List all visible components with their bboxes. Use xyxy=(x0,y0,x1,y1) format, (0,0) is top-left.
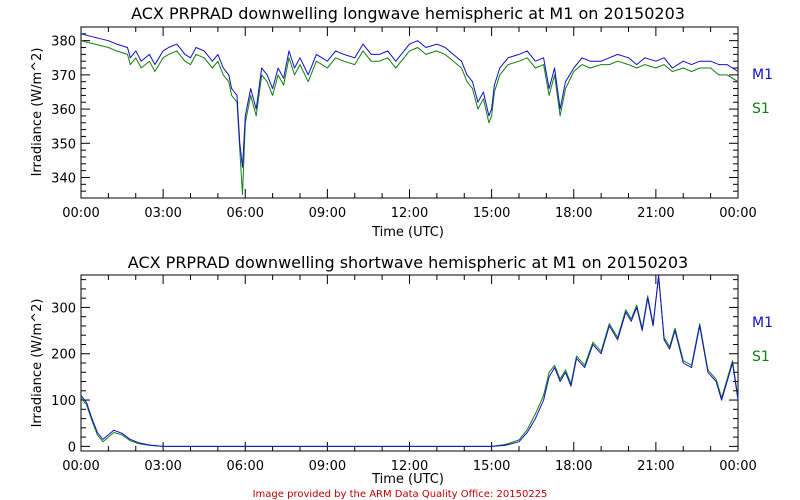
credit-text: Image provided by the ARM Data Quality O… xyxy=(253,489,548,500)
series-line-s1 xyxy=(80,276,739,447)
x-tick-label: 12:00 xyxy=(391,206,428,221)
chart-title: ACX PRPRAD downwelling shortwave hemisph… xyxy=(128,253,688,272)
legend-m1: M1 xyxy=(752,67,773,83)
x-tick-label: 09:00 xyxy=(309,206,346,221)
y-tick-label: 200 xyxy=(51,348,76,363)
x-tick-label: 15:00 xyxy=(473,459,510,474)
x-tick-label: 00:00 xyxy=(62,206,99,221)
x-tick-label: 12:00 xyxy=(391,459,428,474)
shortwave-chart: ACX PRPRAD downwelling shortwave hemisph… xyxy=(30,253,773,487)
chart-title: ACX PRPRAD downwelling longwave hemisphe… xyxy=(131,4,685,23)
y-tick-label: 360 xyxy=(51,103,76,118)
series-line-m1 xyxy=(80,274,739,447)
x-tick-label: 06:00 xyxy=(227,459,264,474)
x-tick-label: 00:00 xyxy=(719,459,756,474)
y-axis-label: Irradiance (W/m^2) xyxy=(30,299,45,428)
y-tick-label: 0 xyxy=(68,440,76,455)
x-tick-label: 18:00 xyxy=(555,206,592,221)
y-tick-label: 300 xyxy=(51,301,76,316)
plot-frame xyxy=(80,274,739,452)
y-tick-label: 380 xyxy=(51,35,76,50)
series-line-s1 xyxy=(80,40,739,196)
x-axis-label: Time (UTC) xyxy=(371,225,444,240)
y-tick-label: 100 xyxy=(51,394,76,409)
longwave-chart: ACX PRPRAD downwelling longwave hemisphe… xyxy=(30,4,773,240)
y-tick-label: 340 xyxy=(51,171,76,186)
x-tick-label: 00:00 xyxy=(62,459,99,474)
plot-frame xyxy=(80,26,739,199)
x-tick-label: 09:00 xyxy=(309,459,346,474)
x-tick-label: 18:00 xyxy=(555,459,592,474)
axis-ticks: 00:00 03:00 06:00 09:00 12:00 15:00 18:00 21:00… xyxy=(51,275,757,474)
axis-ticks: 00:00 03:00 06:00 09:00 12:00 15:00 18:00 21:00… xyxy=(51,26,757,221)
legend-s1: S1 xyxy=(752,101,770,117)
x-tick-label: 21:00 xyxy=(637,206,674,221)
x-axis-label: Time (UTC) xyxy=(371,472,444,487)
series-line-m1 xyxy=(80,33,739,168)
x-tick-label: 03:00 xyxy=(144,459,181,474)
legend-m1: M1 xyxy=(752,315,773,331)
y-axis-label: Irradiance (W/m^2) xyxy=(30,48,45,177)
x-tick-label: 06:00 xyxy=(227,206,264,221)
series-lines xyxy=(80,274,739,447)
x-tick-label: 15:00 xyxy=(473,206,510,221)
y-tick-label: 370 xyxy=(51,69,76,84)
x-tick-label: 00:00 xyxy=(719,206,756,221)
x-tick-label: 03:00 xyxy=(144,206,181,221)
legend-s1: S1 xyxy=(752,349,770,365)
x-tick-label: 21:00 xyxy=(637,459,674,474)
series-lines xyxy=(80,33,739,196)
y-tick-label: 350 xyxy=(51,137,76,152)
